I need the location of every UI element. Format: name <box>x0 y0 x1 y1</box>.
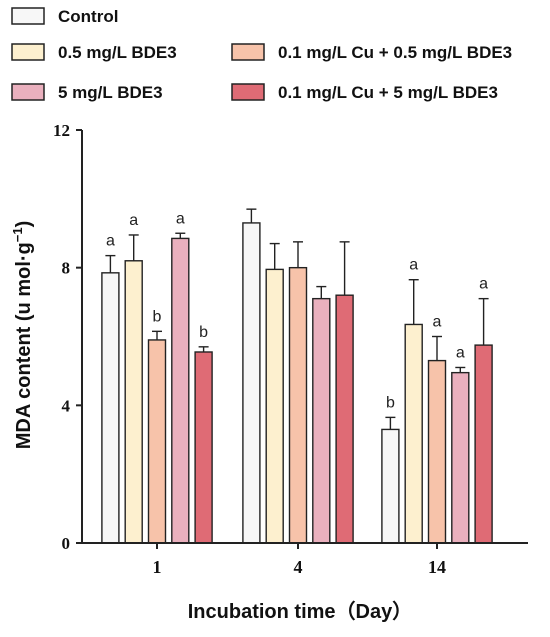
significance-label: b <box>199 324 208 341</box>
significance-label: a <box>409 257 418 274</box>
bar <box>427 359 447 544</box>
bar <box>404 323 423 544</box>
legend-entry: 0.1 mg/L Cu + 0.5 mg/L BDE3 <box>278 43 512 62</box>
y-axis-title: MDA content (u mol·g−1) <box>10 221 35 450</box>
significance-label: a <box>479 276 488 293</box>
bar <box>335 294 354 544</box>
legend-swatch <box>11 7 45 25</box>
significance-label: a <box>129 212 138 229</box>
x-tick-label: 1 <box>153 557 162 577</box>
y-tick-label: 0 <box>62 534 71 553</box>
bar <box>101 272 120 544</box>
significance-label: b <box>153 308 162 325</box>
bar <box>381 428 400 544</box>
bar <box>451 371 470 544</box>
significance-label: a <box>106 233 115 250</box>
y-tick-label: 12 <box>53 121 70 140</box>
significance-label: a <box>456 344 465 361</box>
significance-label: a <box>176 210 185 227</box>
x-tick-label: 4 <box>294 557 303 577</box>
significance-label: b <box>386 394 395 411</box>
bar <box>474 344 493 544</box>
bar <box>124 260 143 544</box>
legend-entry: 5 mg/L BDE3 <box>58 83 163 102</box>
y-axis-title-close: ) <box>13 221 35 228</box>
x-axis-title: Incubation time（Day） <box>188 600 412 623</box>
legend-swatch <box>231 83 265 101</box>
legend-swatch <box>231 43 265 61</box>
bar <box>242 222 261 544</box>
legend-entry: Control <box>58 7 118 26</box>
bar <box>147 339 167 544</box>
x-tick-label: 14 <box>428 557 446 577</box>
bar <box>265 268 284 544</box>
legend-swatch <box>11 83 45 101</box>
legend-entry: 0.5 mg/L BDE3 <box>58 43 177 62</box>
bar <box>312 297 331 544</box>
x-axis: 1 4 14 <box>82 542 528 577</box>
y-axis-title-superscript: −1 <box>10 227 25 242</box>
y-tick-label: 4 <box>62 396 71 415</box>
bar <box>194 351 213 544</box>
bar <box>171 237 190 544</box>
bar <box>288 266 308 544</box>
y-tick-label: 8 <box>62 259 71 278</box>
legend-swatch <box>11 43 45 61</box>
legend: Control 0.5 mg/L BDE3 0.1 mg/L Cu + 0.5 mg… <box>11 7 512 102</box>
y-axis: 0 4 8 12 <box>53 121 83 553</box>
legend-entry: 0.1 mg/L Cu + 5 mg/L BDE3 <box>278 83 498 102</box>
significance-label: a <box>433 314 442 331</box>
